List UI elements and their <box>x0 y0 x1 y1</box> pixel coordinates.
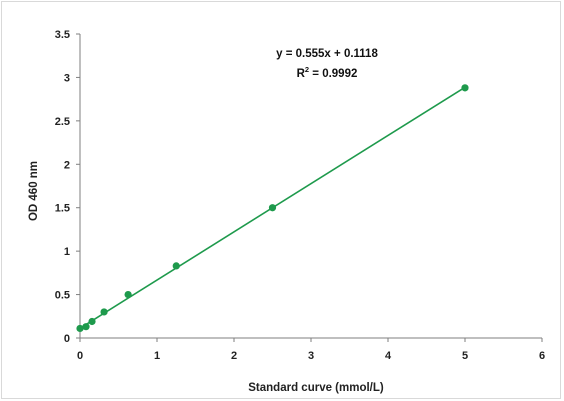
y-tick-label: 2.5 <box>55 116 70 128</box>
y-tick-label: 3 <box>64 72 70 84</box>
y-tick-label: 2 <box>64 159 70 171</box>
r-squared-value: = 0.9992 <box>309 68 357 80</box>
r-squared-label: R2 = 0.9992 <box>297 65 358 80</box>
data-point <box>172 262 180 270</box>
y-tick-label: 0.5 <box>55 290 70 302</box>
y-tick-label: 1 <box>64 246 70 258</box>
data-point <box>88 317 96 326</box>
r-squared-exponent: 2 <box>305 65 309 74</box>
y-tick-label: 0 <box>64 333 70 345</box>
x-axis-title: Standard curve (mmol/L) <box>248 382 384 394</box>
x-tick-label: 4 <box>385 350 392 362</box>
data-points <box>76 84 469 333</box>
data-point <box>76 324 84 333</box>
y-axis-ticks: 0 0.5 1 1.5 2 2.5 3 3.5 <box>55 29 80 345</box>
r-squared-prefix: R <box>297 68 306 80</box>
y-axis-title: OD 460 nm <box>28 161 40 221</box>
x-tick-label: 2 <box>231 350 237 362</box>
y-tick-label: 3.5 <box>55 29 70 41</box>
x-tick-label: 1 <box>154 350 160 362</box>
x-tick-label: 0 <box>77 350 83 362</box>
trendline-equation: y = 0.555x + 0.1118 <box>276 48 378 60</box>
data-point <box>100 308 108 316</box>
data-point <box>461 84 469 92</box>
data-point <box>268 204 277 212</box>
x-tick-label: 3 <box>308 350 314 362</box>
y-tick-label: 1.5 <box>55 203 70 215</box>
x-tick-label: 5 <box>462 350 468 362</box>
x-axis-ticks: 0 1 2 3 4 5 6 <box>77 338 545 362</box>
x-tick-label: 6 <box>539 350 545 362</box>
data-point <box>82 323 90 331</box>
data-point <box>124 290 132 299</box>
